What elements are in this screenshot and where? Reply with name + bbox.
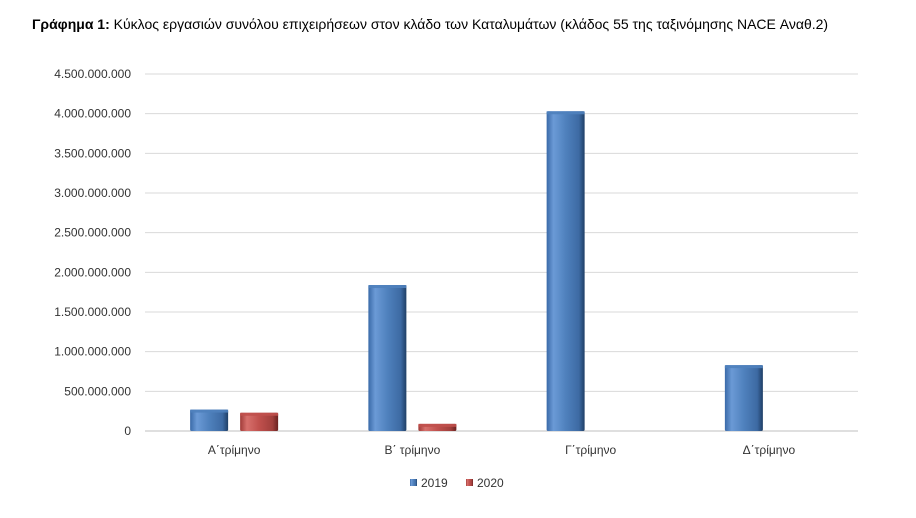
bar-2020-1: [240, 412, 279, 431]
x-tick-label: Β΄ τρίμηνο: [384, 443, 440, 457]
y-tick-label: 4.000.000.000: [54, 107, 131, 121]
bar-2019-1: [190, 409, 229, 431]
y-tick-label: 3.500.000.000: [54, 146, 131, 160]
y-tick-label: 500.000.000: [64, 384, 131, 398]
legend-item-2020: 2020: [466, 476, 504, 490]
chart-title: Γράφημα 1: Κύκλος εργασιών συνόλου επιχε…: [32, 16, 828, 32]
y-tick-label: 2.500.000.000: [54, 226, 131, 240]
x-tick-label: Γ΄τρίμηνο: [565, 443, 616, 457]
legend-swatch: [466, 479, 473, 486]
bar-cap: [546, 111, 585, 115]
bar: [546, 111, 585, 431]
x-tick-label: Α΄τρίμηνο: [208, 443, 261, 457]
bar-cap: [724, 365, 763, 369]
bar-cap: [418, 423, 457, 427]
bar-2020-2: [418, 423, 457, 431]
legend: 2019 2020: [410, 476, 504, 490]
y-axis: 0 500.000.000 1.000.000.000 1.500.000.000 2.…: [54, 67, 131, 438]
legend-label: 2020: [477, 476, 504, 490]
y-tick-label: 1.000.000.000: [54, 345, 131, 359]
bar: [368, 285, 407, 431]
chart-title-text: Κύκλος εργασιών συνόλου επιχειρήσεων στο…: [113, 16, 829, 32]
legend-swatch: [410, 479, 417, 486]
legend-item-2019: 2019: [410, 476, 448, 490]
x-tick-label: Δ΄τρίμηνο: [743, 443, 796, 457]
bar-cap: [240, 412, 279, 416]
y-tick-label: 1.500.000.000: [54, 305, 131, 319]
bar-cap: [190, 409, 229, 413]
bar: [190, 409, 229, 431]
bar: [724, 365, 763, 431]
y-tick-label: 2.000.000.000: [54, 265, 131, 279]
legend-label: 2019: [421, 476, 448, 490]
y-tick-label: 3.000.000.000: [54, 186, 131, 200]
chart-title-prefix: Γράφημα 1:: [32, 16, 110, 32]
y-tick-label: 0: [124, 424, 131, 438]
bar-2019-4: [724, 365, 763, 431]
bar-cap: [368, 285, 407, 289]
bars: [190, 111, 763, 431]
y-tick-label: 4.500.000.000: [54, 67, 131, 81]
bar-2019-2: [368, 285, 407, 431]
bar-2019-3: [546, 111, 585, 431]
bar: [240, 412, 279, 431]
x-axis: Α΄τρίμηνο Β΄ τρίμηνο Γ΄τρίμηνο Δ΄τρίμηνο: [208, 443, 796, 457]
